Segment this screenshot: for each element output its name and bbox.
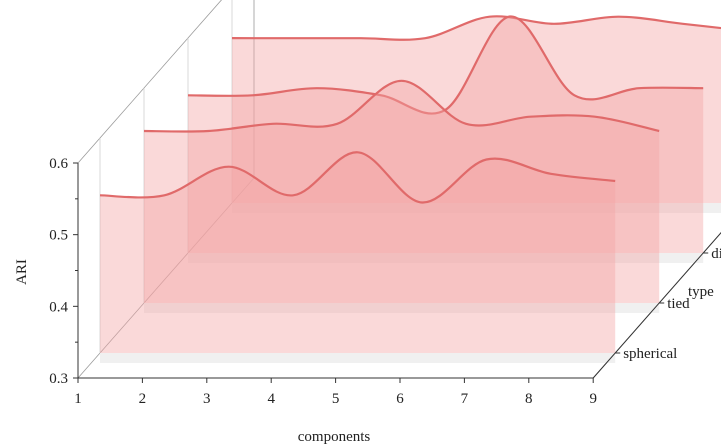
series-floor-shadow: [232, 203, 721, 213]
x-tick-label: 6: [396, 391, 404, 407]
series-full: [231, 15, 721, 213]
y-tick-label: 0.5: [49, 228, 68, 244]
x-tick-label: 8: [525, 391, 533, 407]
chart-frame: [77, 0, 721, 379]
x-tick-label: 5: [332, 391, 340, 407]
series-area: [100, 152, 616, 353]
series-tied: [143, 79, 660, 313]
series-area: [144, 80, 660, 303]
series-area: [188, 16, 704, 253]
z-axis-line: [592, 232, 721, 379]
series-floor-shadow: [100, 353, 616, 363]
x-tick-label: 2: [139, 391, 147, 407]
x-tick-label: 3: [203, 391, 211, 407]
x-tick-label: 7: [461, 391, 469, 407]
series-line: [187, 15, 704, 115]
x-tick-label: 1: [74, 391, 82, 407]
z-axis-label: type: [688, 284, 714, 300]
y-axis-label: ARI: [14, 259, 30, 285]
x-tick-label: 9: [589, 391, 597, 407]
series-line: [231, 15, 721, 41]
y-tick-label: 0.3: [49, 371, 68, 387]
floor-plane: [78, 178, 721, 378]
series-floor-shadow: [144, 303, 660, 313]
series-spherical: [99, 151, 616, 363]
back-wall-outline: [253, 0, 255, 178]
z-tick-label: diag: [711, 246, 721, 262]
left-wall-bottom-edge: [77, 177, 255, 379]
series-areas: [99, 15, 721, 363]
z-tick-label: spherical: [623, 346, 677, 362]
y-tick-label: 0.4: [49, 299, 68, 315]
x-tick-label: 4: [267, 391, 275, 407]
series-floor-shadow: [188, 253, 704, 263]
series-diag: [187, 15, 704, 263]
chart-axes: 0.30.40.50.6123456789sphericaltieddiagfu…: [49, 156, 721, 407]
series-area: [232, 16, 721, 203]
y-tick-label: 0.6: [49, 156, 68, 172]
z-tick-label: tied: [667, 296, 690, 312]
series-line: [99, 151, 616, 204]
left-wall-top-edge: [77, 0, 222, 164]
x-axis-label: components: [298, 429, 371, 445]
series-line: [143, 79, 660, 133]
